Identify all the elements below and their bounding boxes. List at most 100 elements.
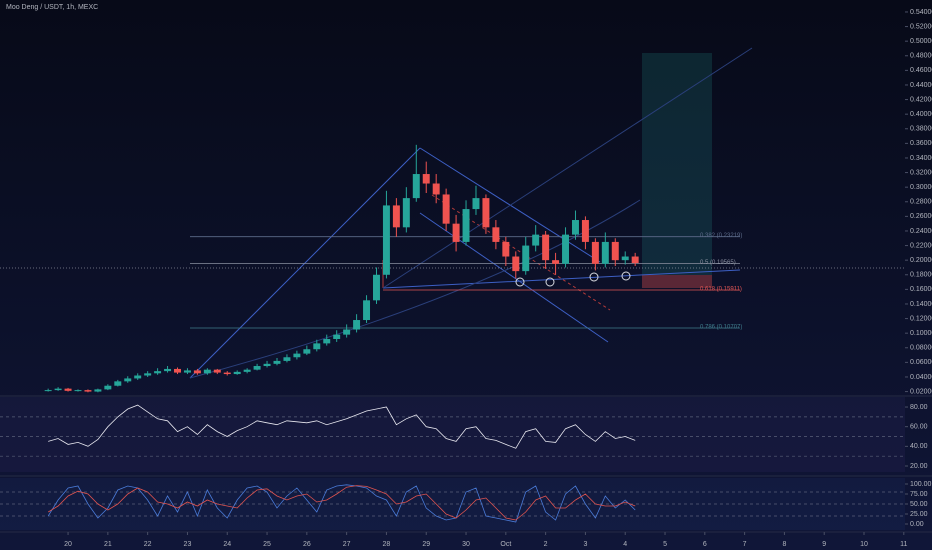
y-tick-label: 75.00	[910, 491, 928, 498]
candle-body	[522, 245, 530, 272]
candle-body	[611, 241, 619, 261]
x-tick-label: 22	[144, 541, 152, 548]
x-tick-label: 20	[64, 541, 72, 548]
x-tick-label: 21	[104, 541, 112, 548]
candle-body	[124, 378, 132, 382]
fib-label: 0.5 (0.19565)	[700, 260, 736, 266]
candle-body	[213, 369, 221, 373]
trend-line	[382, 47, 753, 289]
trend-line	[419, 212, 609, 343]
x-tick-label: 23	[184, 541, 192, 548]
candle-body	[432, 183, 440, 195]
x-tick-label: 10	[860, 541, 868, 548]
x-tick-label: Oct	[500, 541, 511, 548]
candle-body	[412, 174, 420, 199]
trend-curve	[189, 199, 641, 379]
candle-body	[571, 220, 579, 235]
candle-body	[243, 369, 251, 372]
candle-body	[303, 349, 311, 354]
y-tick-label: 60.00	[910, 424, 928, 431]
x-tick-label: 27	[343, 541, 351, 548]
candle-body	[452, 223, 460, 242]
x-tick-label: 6	[703, 541, 707, 548]
candle-body	[174, 368, 181, 373]
candle-body	[343, 329, 351, 335]
candle-body	[183, 370, 191, 373]
y-tick-label: 40.00	[910, 443, 928, 450]
chart-title: Moo Deng / USDT, 1h, MEXC	[6, 4, 98, 11]
candle-body	[442, 194, 450, 224]
candle-body	[164, 368, 172, 372]
candle-body	[363, 300, 371, 321]
x-tick-label: 29	[422, 541, 430, 548]
y-tick-label: 50.00	[910, 501, 928, 508]
indicator-line	[47, 484, 636, 523]
indicator-line	[48, 404, 636, 449]
touch-circle	[545, 277, 555, 287]
candle-body	[392, 205, 400, 228]
candle-body	[193, 370, 201, 374]
x-tick-label: 30	[462, 541, 470, 548]
candle-body	[462, 209, 470, 242]
candle-body	[64, 388, 72, 391]
candle-body	[293, 353, 301, 358]
x-tick-label: 7	[743, 541, 747, 548]
candle-body	[601, 241, 609, 264]
candle-body	[203, 369, 211, 374]
candle-body	[154, 371, 162, 374]
x-tick-label: 26	[303, 541, 311, 548]
x-tick-label: 2	[544, 541, 548, 548]
x-tick-label: 8	[782, 541, 786, 548]
fib-label: 0.786 (0.10707)	[700, 325, 742, 331]
touch-circle	[589, 272, 599, 282]
candle-body	[144, 373, 152, 376]
candle-body	[373, 274, 380, 301]
candle-body	[44, 390, 52, 392]
candle-body	[492, 227, 500, 242]
y-tick-label: 100.00	[910, 481, 932, 488]
x-tick-label: 5	[663, 541, 667, 548]
fib-label: 0.382 (0.23219)	[700, 233, 742, 239]
candle-body	[253, 366, 261, 370]
candle-body	[382, 205, 390, 275]
candle-body	[223, 372, 231, 375]
candle-body	[631, 256, 639, 264]
x-tick-label: 25	[263, 541, 271, 548]
candle-body	[353, 320, 361, 330]
x-tick-label: 9	[822, 541, 826, 548]
candle-body	[532, 234, 540, 246]
x-tick-label: 3	[583, 541, 587, 548]
candle-body	[233, 371, 241, 375]
profit-zone	[642, 53, 712, 275]
candle-body	[502, 241, 510, 257]
indicator-line	[47, 485, 636, 521]
candle-body	[402, 198, 410, 228]
candle-body	[273, 360, 281, 364]
candle-body	[552, 260, 560, 264]
candle-body	[94, 389, 102, 392]
y-tick-label: 80.00	[910, 404, 928, 411]
candle-body	[313, 343, 321, 350]
candle-body	[134, 375, 142, 379]
